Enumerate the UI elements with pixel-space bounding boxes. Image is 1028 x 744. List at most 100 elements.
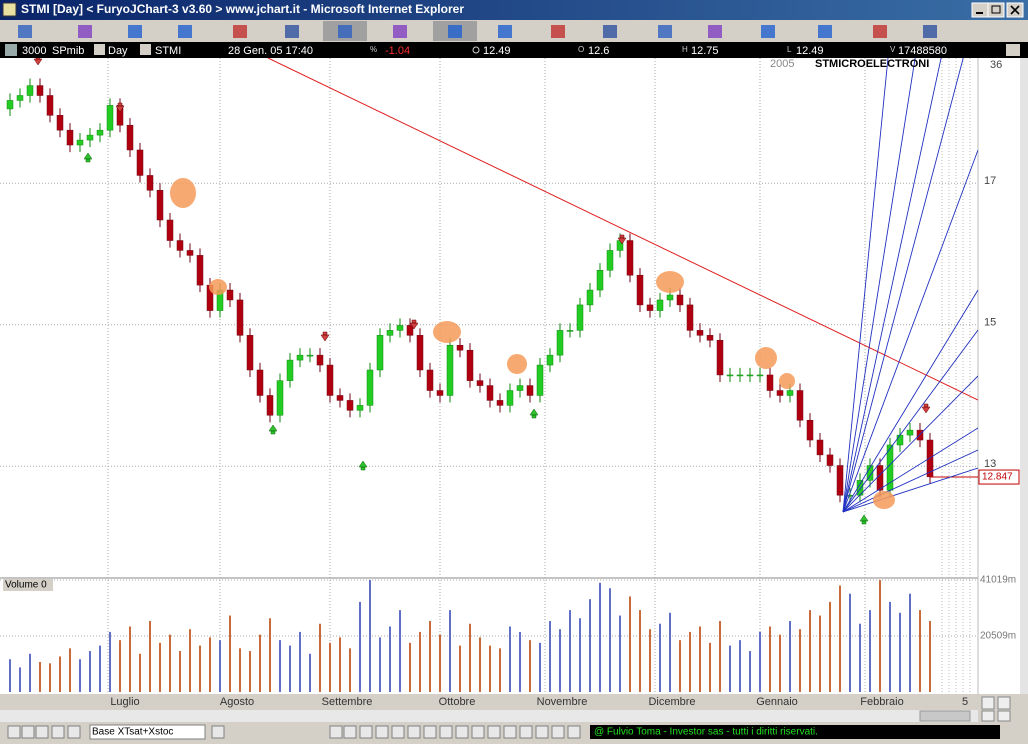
candle-body (136, 149, 144, 176)
sell-arrow (115, 102, 125, 113)
status-button[interactable] (471, 725, 485, 739)
status-button[interactable] (535, 725, 549, 739)
status-button[interactable] (503, 725, 517, 739)
zoom-button[interactable] (997, 696, 1011, 710)
candle-body (496, 400, 504, 406)
candle-body (446, 344, 454, 396)
info-icon (5, 44, 17, 56)
volume-bar (729, 645, 731, 692)
volume-bar (29, 653, 31, 692)
volume-bar (139, 653, 141, 692)
toolbar-button[interactable] (78, 25, 92, 38)
volume-bar (339, 637, 341, 692)
candle-body (286, 359, 294, 381)
window-buttons[interactable] (971, 2, 1024, 18)
volume-bar (619, 615, 621, 692)
buy-arrow (859, 514, 869, 525)
candle-body (766, 374, 774, 391)
zoom-button[interactable] (981, 710, 995, 722)
status-button[interactable] (567, 725, 581, 739)
status-button[interactable] (51, 725, 65, 739)
toolbar-icons (18, 21, 937, 41)
candle-body (6, 100, 14, 110)
toolbar-button[interactable] (761, 25, 775, 38)
status-button[interactable] (359, 725, 373, 739)
candle-body (776, 390, 784, 396)
toolbar-button[interactable] (393, 25, 407, 38)
status-button[interactable] (551, 725, 565, 739)
minimize-button[interactable] (971, 2, 989, 18)
info-bar (0, 42, 1028, 58)
volume-bar (529, 640, 531, 692)
toolbar-button[interactable] (708, 25, 722, 38)
status-button[interactable] (211, 725, 225, 739)
candle-body (276, 380, 284, 416)
volume-bar (509, 626, 511, 692)
status-button[interactable] (375, 725, 389, 739)
status-button[interactable] (407, 725, 421, 739)
toolbar-button[interactable] (128, 25, 142, 38)
base-field-text: Base XTsat+Xstoc (92, 727, 173, 738)
status-button[interactable] (343, 725, 357, 739)
volume-bar (559, 629, 561, 692)
status-button[interactable] (7, 725, 21, 739)
status-button[interactable] (21, 725, 35, 739)
toolbar-button[interactable] (818, 25, 832, 38)
candle-body (96, 129, 104, 136)
symbol-dropdown[interactable] (140, 44, 151, 55)
toolbar-button[interactable] (233, 25, 247, 38)
toolbar-button[interactable] (873, 25, 887, 38)
candle-body (326, 364, 334, 396)
signal-arrows (33, 58, 931, 525)
toolbar-button[interactable] (603, 25, 617, 38)
toolbar-button[interactable] (18, 25, 32, 38)
buy-arrow (83, 152, 93, 163)
x-tick-label: Agosto (220, 696, 254, 708)
restore-button[interactable] (987, 2, 1005, 18)
status-button[interactable] (329, 725, 343, 739)
volume-bar (79, 659, 81, 692)
toolbar-button[interactable] (551, 25, 565, 38)
status-button[interactable] (439, 725, 453, 739)
candle-body (846, 494, 854, 497)
scrollbar[interactable] (0, 710, 978, 722)
status-button[interactable] (67, 725, 81, 739)
toolbar-button[interactable] (338, 25, 352, 38)
sell-arrow (617, 234, 627, 245)
status-button[interactable] (35, 725, 49, 739)
status-button[interactable] (391, 725, 405, 739)
x-tick-label: Settembre (322, 696, 373, 708)
toolbar-button[interactable] (923, 25, 937, 38)
info-close-button[interactable] (1006, 44, 1020, 56)
candle-body (296, 354, 304, 361)
status-button[interactable] (519, 725, 533, 739)
candle-body (756, 374, 764, 377)
volume-bar (879, 580, 881, 692)
toolbar-button[interactable] (448, 25, 462, 38)
candle-body (526, 385, 534, 396)
toolbar-button[interactable] (658, 25, 672, 38)
volume-bar (299, 631, 301, 692)
toolbar-button[interactable] (178, 25, 192, 38)
status-button[interactable] (423, 725, 437, 739)
candle-body (436, 390, 444, 396)
period-dropdown[interactable] (94, 44, 105, 55)
toolbar-button[interactable] (498, 25, 512, 38)
y-tick-label: 13 (984, 458, 996, 470)
volume-bar (329, 642, 331, 692)
candle-body (266, 395, 274, 416)
candle-body (16, 95, 24, 101)
volume-bar (289, 645, 291, 692)
zoom-button[interactable] (981, 696, 995, 710)
status-button[interactable] (487, 725, 501, 739)
fan-line (842, 427, 978, 513)
base-field[interactable] (89, 724, 206, 740)
toolbar-button[interactable] (285, 25, 299, 38)
highlight (656, 271, 684, 293)
status-button[interactable] (455, 725, 469, 739)
volume-tick-label: 20509m (980, 631, 1016, 642)
zoom-button[interactable] (997, 710, 1011, 722)
volume-bar (19, 667, 21, 692)
scroll-thumb[interactable] (919, 710, 971, 722)
sell-arrow (409, 319, 419, 330)
